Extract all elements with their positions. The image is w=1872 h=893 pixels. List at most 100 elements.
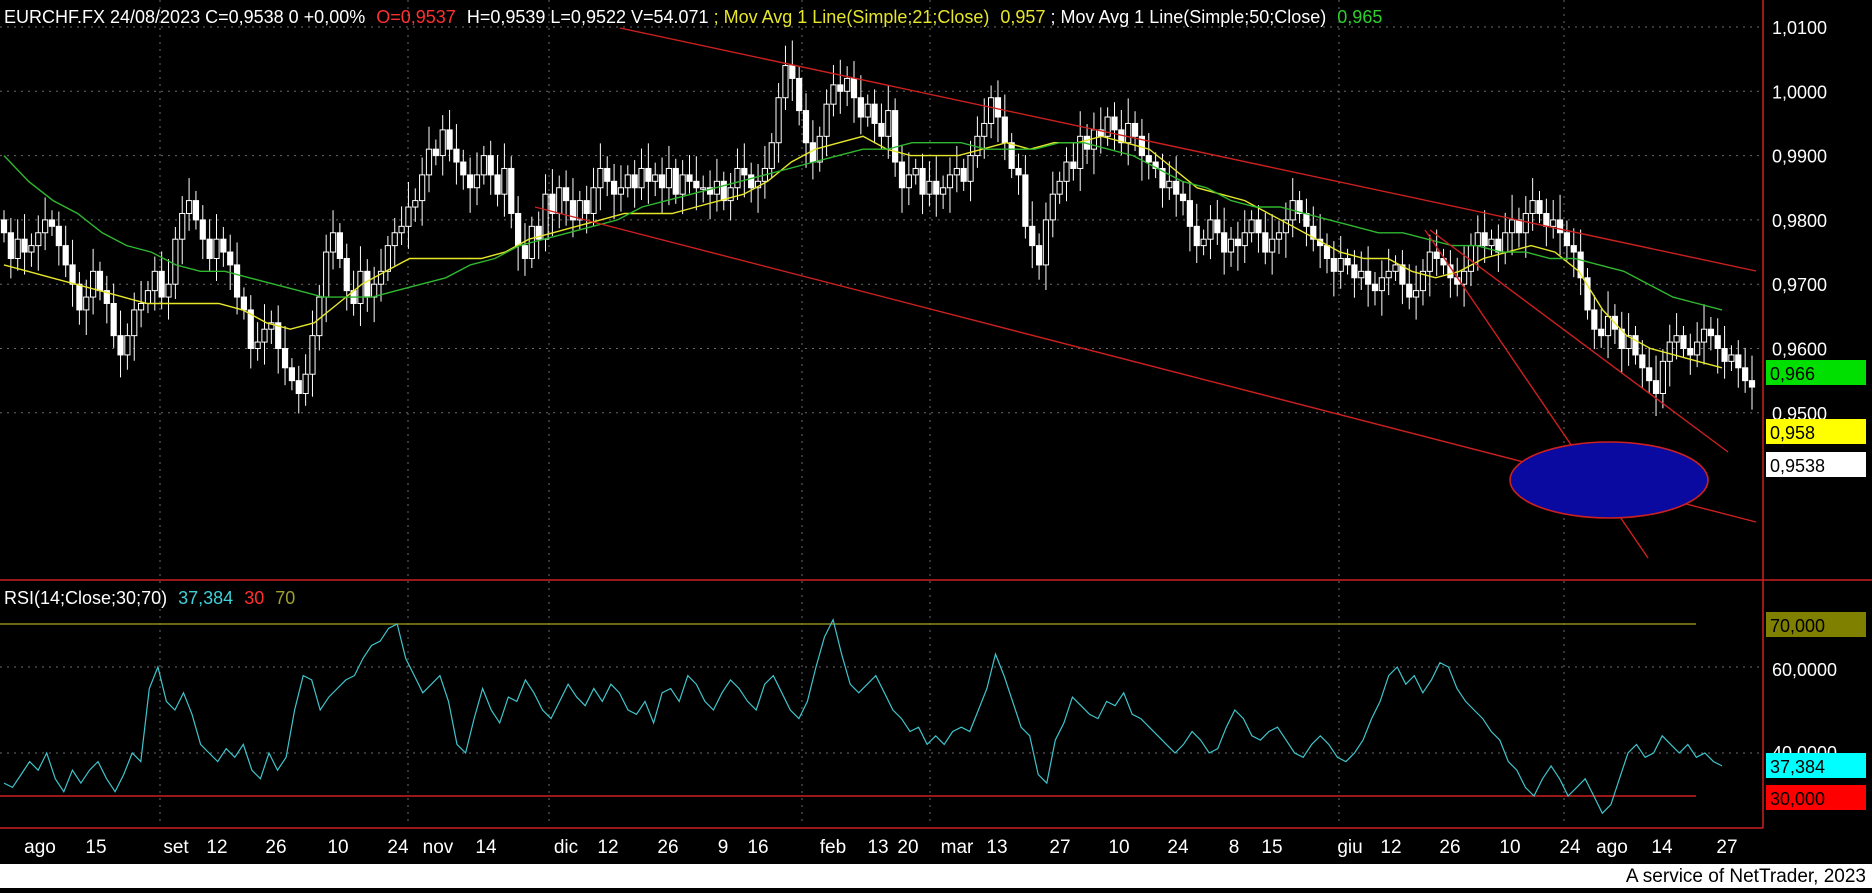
candle-body-down — [741, 167, 748, 176]
candle — [549, 169, 556, 236]
candle-body-down — [1035, 245, 1043, 266]
candle-body-down — [563, 187, 570, 202]
price-grid — [0, 0, 1760, 826]
candle-body-up — [144, 290, 152, 304]
candle — [535, 211, 542, 260]
candle — [124, 323, 131, 370]
time-tick-label: 10 — [1108, 837, 1129, 858]
rsi-legend-label: RSI(14;Close;30;70) — [4, 588, 167, 608]
time-tick-label: 24 — [1559, 837, 1581, 858]
candle — [837, 59, 844, 114]
candle — [419, 157, 426, 226]
candle-body-down — [686, 174, 693, 182]
candle-body-up — [885, 110, 892, 137]
candle-body-down — [748, 174, 755, 189]
candle-body-down — [672, 167, 679, 195]
candle-body-down — [1186, 200, 1193, 227]
candle-body-down — [796, 77, 803, 112]
candle — [1399, 250, 1406, 305]
time-tick-label: feb — [820, 837, 846, 858]
candle — [90, 248, 97, 315]
candle — [480, 145, 487, 185]
candle-body-up — [309, 335, 316, 375]
candle — [665, 145, 673, 206]
candle — [1707, 316, 1714, 351]
candle — [1666, 324, 1673, 387]
rsi-tick-60: 60,0000 — [1772, 660, 1837, 680]
candle — [343, 243, 350, 311]
ma21-badge-text: 0,958 — [1770, 423, 1815, 443]
candle — [1570, 228, 1577, 278]
candle-body-down — [467, 174, 474, 189]
candle — [610, 163, 618, 220]
candle-body-down — [1303, 212, 1310, 227]
candle-body-up — [617, 187, 625, 195]
candle-body-down — [1707, 328, 1714, 337]
candle-body-down — [1111, 116, 1118, 131]
time-tick-label: 10 — [1499, 837, 1520, 858]
candle-body-up — [905, 174, 912, 189]
candle — [1248, 210, 1255, 243]
candle-body-up — [988, 97, 995, 124]
candle-body-down — [110, 302, 117, 337]
candle — [1426, 234, 1433, 297]
candle-body-down — [1687, 348, 1694, 356]
candle — [192, 190, 200, 230]
footer-bar: A service of NetTrader, 2023 — [0, 864, 1872, 888]
candle-body-down — [1406, 283, 1413, 298]
candle — [802, 93, 810, 168]
candle-body-down — [994, 97, 1002, 118]
ma50-badge: 0,966 — [1766, 360, 1866, 385]
time-tick-label: 12 — [1380, 837, 1401, 858]
candle — [1563, 220, 1571, 261]
candle-body-down — [1556, 219, 1564, 234]
candle-body-down — [1234, 238, 1241, 247]
candle-body-down — [1680, 335, 1687, 350]
candle — [1687, 333, 1694, 375]
candle-body-down — [1145, 155, 1152, 163]
legend-instrument: EURCHF.FX 24/08/2023 C=0,9538 0 +0,00% — [4, 7, 365, 27]
time-tick-label: giu — [1337, 837, 1362, 858]
candle-body-down — [1652, 380, 1660, 395]
candle — [1406, 264, 1413, 310]
candle-body-up — [419, 174, 426, 202]
candle-body-down — [158, 270, 165, 298]
candle — [1488, 229, 1495, 256]
candle — [398, 206, 405, 245]
candle-body-up — [179, 212, 186, 240]
candle-body-down — [1323, 245, 1331, 259]
candle-body-up — [1248, 219, 1255, 234]
candle — [1241, 210, 1248, 263]
candle-body-down — [658, 174, 666, 189]
candle — [1680, 325, 1687, 359]
candle — [521, 223, 529, 276]
candle-body-down — [275, 322, 282, 349]
candle — [905, 152, 912, 206]
candle-body-up — [597, 167, 604, 189]
candle-body-down — [364, 270, 371, 298]
candle-body-down — [521, 245, 529, 259]
candle — [1077, 111, 1084, 191]
candle-body-up — [185, 200, 193, 214]
candle — [151, 256, 158, 311]
rsi-legend-low: 30 — [244, 588, 264, 608]
candle-body-down — [1646, 367, 1653, 382]
candle — [165, 259, 172, 320]
candle-body-up — [775, 97, 782, 144]
candle — [1269, 214, 1276, 275]
channel-upper-line — [619, 27, 1757, 272]
candle-body-up — [926, 180, 933, 195]
candle-body-down — [645, 167, 652, 182]
ma21-badge: 0,958 — [1766, 419, 1866, 444]
candle-body-up — [576, 200, 583, 221]
candle — [172, 226, 179, 299]
candle — [1659, 349, 1666, 409]
candle — [768, 133, 775, 179]
candle — [741, 143, 748, 198]
candle — [720, 171, 727, 211]
candle — [1550, 199, 1557, 239]
candle — [281, 325, 289, 386]
candle-body-up — [1063, 161, 1070, 182]
candle-body-down — [1193, 225, 1200, 247]
candle-body-down — [1351, 264, 1358, 279]
